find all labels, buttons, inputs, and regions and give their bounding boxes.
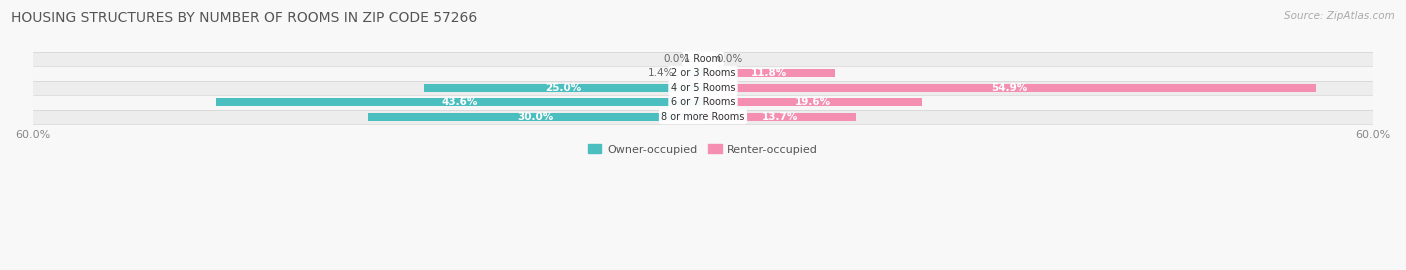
Bar — [32, 80, 1374, 95]
Text: 11.8%: 11.8% — [751, 68, 787, 78]
Text: 0.0%: 0.0% — [717, 54, 742, 64]
Bar — [703, 98, 922, 106]
Text: 25.0%: 25.0% — [546, 83, 582, 93]
Bar — [423, 84, 703, 92]
Bar — [703, 69, 835, 77]
Text: 6 or 7 Rooms: 6 or 7 Rooms — [671, 97, 735, 107]
Legend: Owner-occupied, Renter-occupied: Owner-occupied, Renter-occupied — [583, 140, 823, 159]
Text: 2 or 3 Rooms: 2 or 3 Rooms — [671, 68, 735, 78]
Text: 43.6%: 43.6% — [441, 97, 478, 107]
Text: Source: ZipAtlas.com: Source: ZipAtlas.com — [1284, 11, 1395, 21]
Text: 13.7%: 13.7% — [761, 112, 797, 122]
Bar — [688, 69, 703, 77]
Bar — [32, 52, 1374, 66]
Text: 1 Room: 1 Room — [685, 54, 721, 64]
Bar — [32, 110, 1374, 124]
Text: 4 or 5 Rooms: 4 or 5 Rooms — [671, 83, 735, 93]
Bar — [32, 66, 1374, 80]
Bar — [368, 113, 703, 121]
Bar — [217, 98, 703, 106]
Text: 1.4%: 1.4% — [647, 68, 673, 78]
Text: 8 or more Rooms: 8 or more Rooms — [661, 112, 745, 122]
Text: 54.9%: 54.9% — [991, 83, 1028, 93]
Bar — [32, 95, 1374, 110]
Bar — [703, 113, 856, 121]
Text: HOUSING STRUCTURES BY NUMBER OF ROOMS IN ZIP CODE 57266: HOUSING STRUCTURES BY NUMBER OF ROOMS IN… — [11, 11, 478, 25]
Text: 30.0%: 30.0% — [517, 112, 554, 122]
Bar — [703, 84, 1316, 92]
Text: 0.0%: 0.0% — [664, 54, 689, 64]
Text: 19.6%: 19.6% — [794, 97, 831, 107]
